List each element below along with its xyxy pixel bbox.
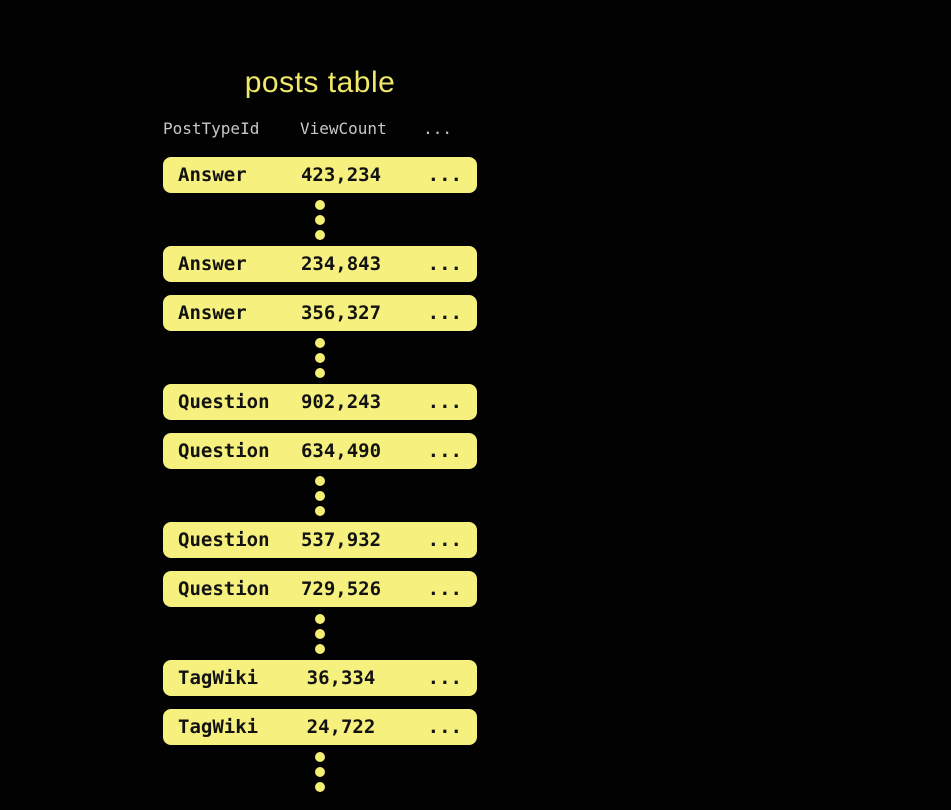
cell-more: ...	[427, 391, 462, 413]
cell-post-type: Answer	[178, 302, 247, 324]
ellipsis-dots	[163, 193, 477, 246]
column-header-post-type-id: PostTypeId	[163, 118, 260, 138]
dot	[315, 229, 325, 240]
table-row: Question 537,932 ...	[163, 522, 477, 558]
dot	[315, 613, 325, 624]
cell-more: ...	[427, 440, 462, 462]
cell-view-count: 234,843	[300, 253, 382, 275]
ellipsis-dots	[163, 607, 477, 660]
cell-post-type: TagWiki	[178, 716, 259, 738]
cell-view-count: 36,334	[306, 667, 376, 689]
table-title: posts table	[244, 66, 396, 99]
column-headers: PostTypeId ViewCount ...	[163, 118, 477, 138]
table-row: Question 902,243 ...	[163, 384, 477, 420]
dot	[315, 352, 325, 363]
cell-more: ...	[427, 302, 462, 324]
dot	[315, 199, 325, 210]
cell-more: ...	[427, 716, 462, 738]
cell-more: ...	[427, 667, 462, 689]
table-row: TagWiki 24,722 ...	[163, 709, 477, 745]
dot	[315, 643, 325, 654]
cell-post-type: Question	[178, 578, 270, 600]
dot	[315, 337, 325, 348]
cell-view-count: 24,722	[306, 716, 376, 738]
table-row: Answer 234,843 ...	[163, 246, 477, 282]
cell-more: ...	[427, 529, 462, 551]
dot	[315, 628, 325, 639]
ellipsis-dots	[163, 745, 477, 798]
cell-post-type: Answer	[178, 164, 247, 186]
cell-more: ...	[427, 164, 462, 186]
dot	[315, 490, 325, 501]
cell-view-count: 537,932	[300, 529, 382, 551]
cell-view-count: 902,243	[300, 391, 382, 413]
ellipsis-dots	[163, 469, 477, 522]
cell-post-type: Question	[178, 440, 270, 462]
cell-more: ...	[427, 253, 462, 275]
cell-view-count: 634,490	[300, 440, 382, 462]
dot	[315, 781, 325, 792]
cell-post-type: Question	[178, 529, 270, 551]
cell-post-type: Question	[178, 391, 270, 413]
dot	[315, 751, 325, 762]
cell-more: ...	[427, 578, 462, 600]
dot	[315, 475, 325, 486]
cell-view-count: 729,526	[300, 578, 382, 600]
dot	[315, 367, 325, 378]
cell-post-type: TagWiki	[178, 667, 259, 689]
cell-view-count: 356,327	[300, 302, 382, 324]
table-row: TagWiki 36,334 ...	[163, 660, 477, 696]
cell-post-type: Answer	[178, 253, 247, 275]
cell-view-count: 423,234	[300, 164, 382, 186]
column-header-view-count: ViewCount	[300, 118, 387, 138]
table-row: Answer 356,327 ...	[163, 295, 477, 331]
dot	[315, 505, 325, 516]
table-row: Question 729,526 ...	[163, 571, 477, 607]
posts-table-diagram: posts table PostTypeId ViewCount ... Ans…	[163, 0, 477, 798]
table-row: Question 634,490 ...	[163, 433, 477, 469]
table-row: Answer 423,234 ...	[163, 157, 477, 193]
dot	[315, 214, 325, 225]
rows-host: Answer 423,234 ... Answer 234,843 ... An…	[163, 157, 477, 798]
ellipsis-dots	[163, 331, 477, 384]
column-header-more: ...	[423, 118, 452, 138]
dot	[315, 766, 325, 777]
